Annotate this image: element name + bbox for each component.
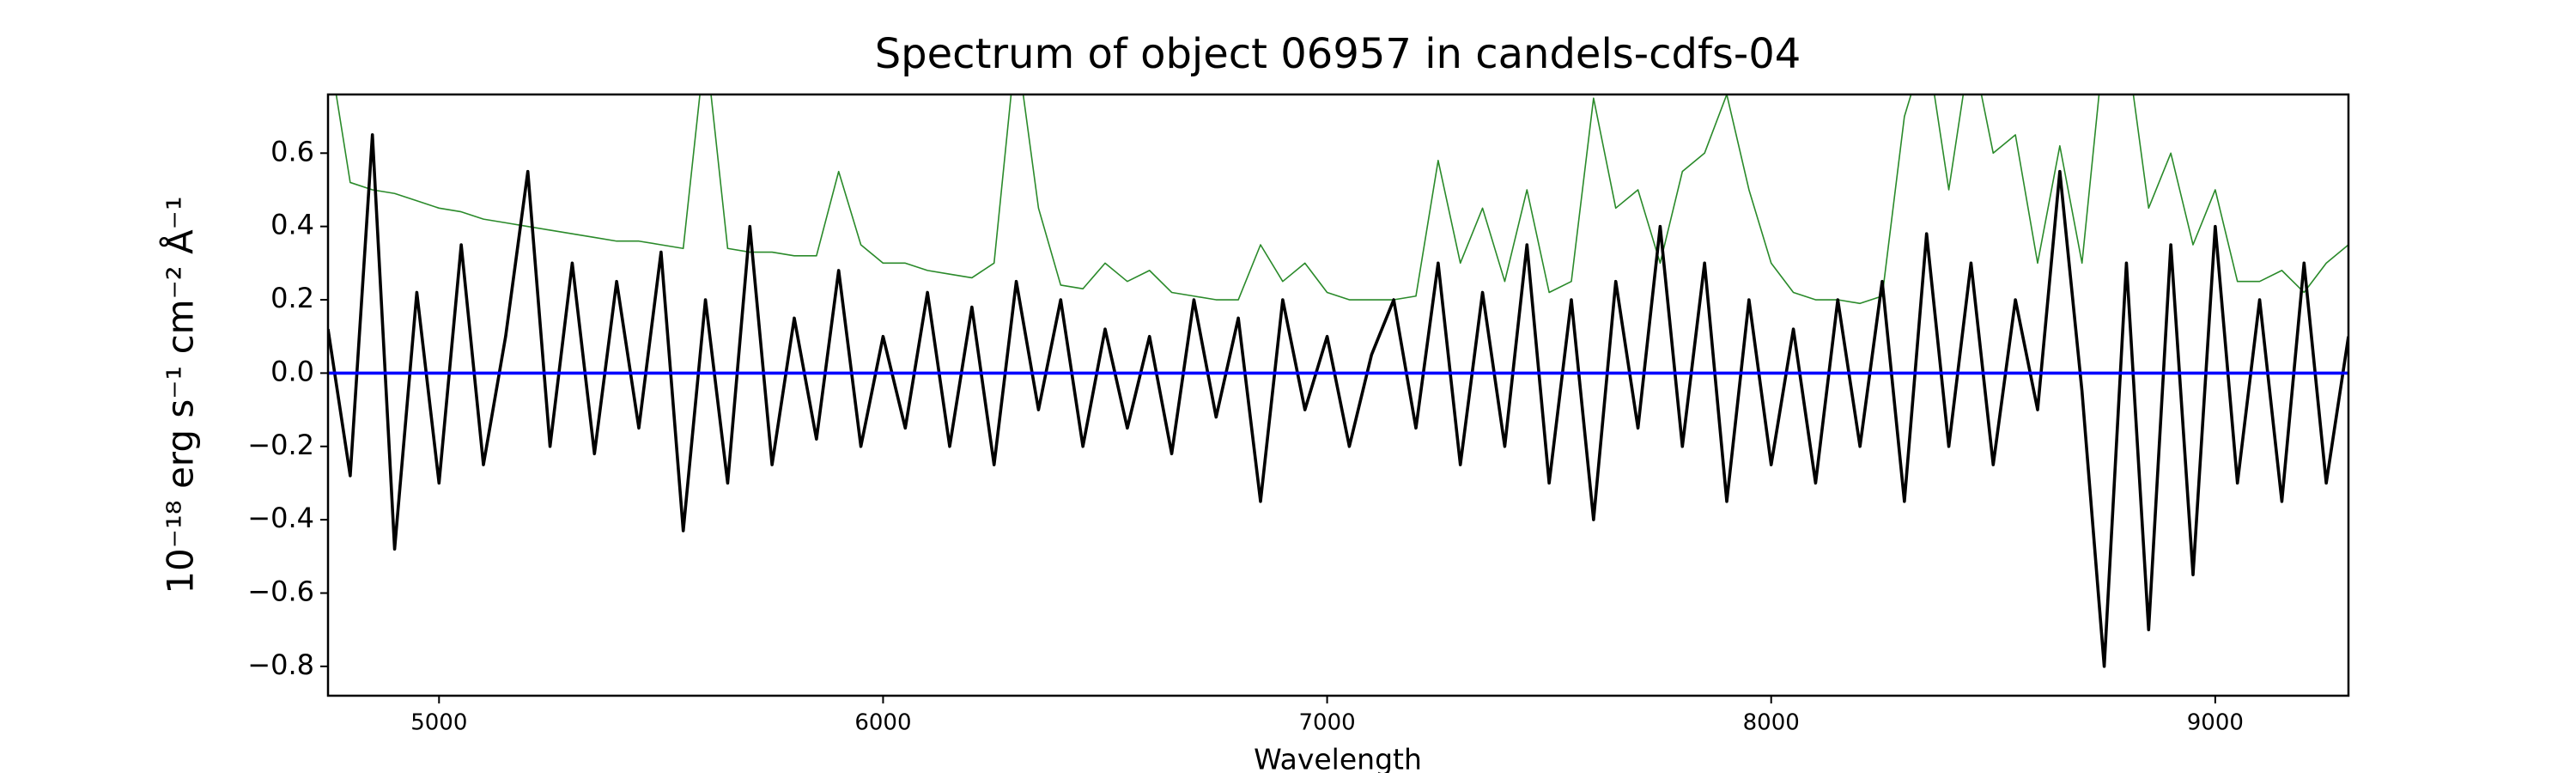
spectrum-line	[335, 94, 2348, 305]
y-tick-label: 0.0	[270, 355, 314, 387]
x-tick-label: 9000	[2187, 710, 2244, 736]
y-tick-label: −0.2	[247, 429, 314, 461]
y-axis-label: 10⁻¹⁸ erg s⁻¹ cm⁻² Å⁻¹	[159, 196, 202, 593]
spectrum-line	[328, 133, 2348, 668]
plot-frame	[326, 93, 2350, 697]
chart-title: Spectrum of object 06957 in candels-cdfs…	[875, 30, 1801, 78]
y-tick-label: −0.6	[247, 575, 314, 607]
x-tick-label: 5000	[410, 710, 467, 736]
y-tick-label: 0.6	[270, 135, 314, 167]
plot-area	[328, 94, 2348, 668]
x-tick-label: 7000	[1298, 710, 1355, 736]
x-tick-label: 6000	[854, 710, 911, 736]
y-tick-label: −0.4	[247, 502, 314, 534]
y-tick-label: 0.2	[270, 282, 314, 314]
y-tick-label: 0.4	[270, 209, 314, 241]
x-axis-label: Wavelength	[1254, 743, 1422, 773]
x-tick-label: 8000	[1743, 710, 1800, 736]
y-tick-label: −0.8	[247, 648, 314, 681]
